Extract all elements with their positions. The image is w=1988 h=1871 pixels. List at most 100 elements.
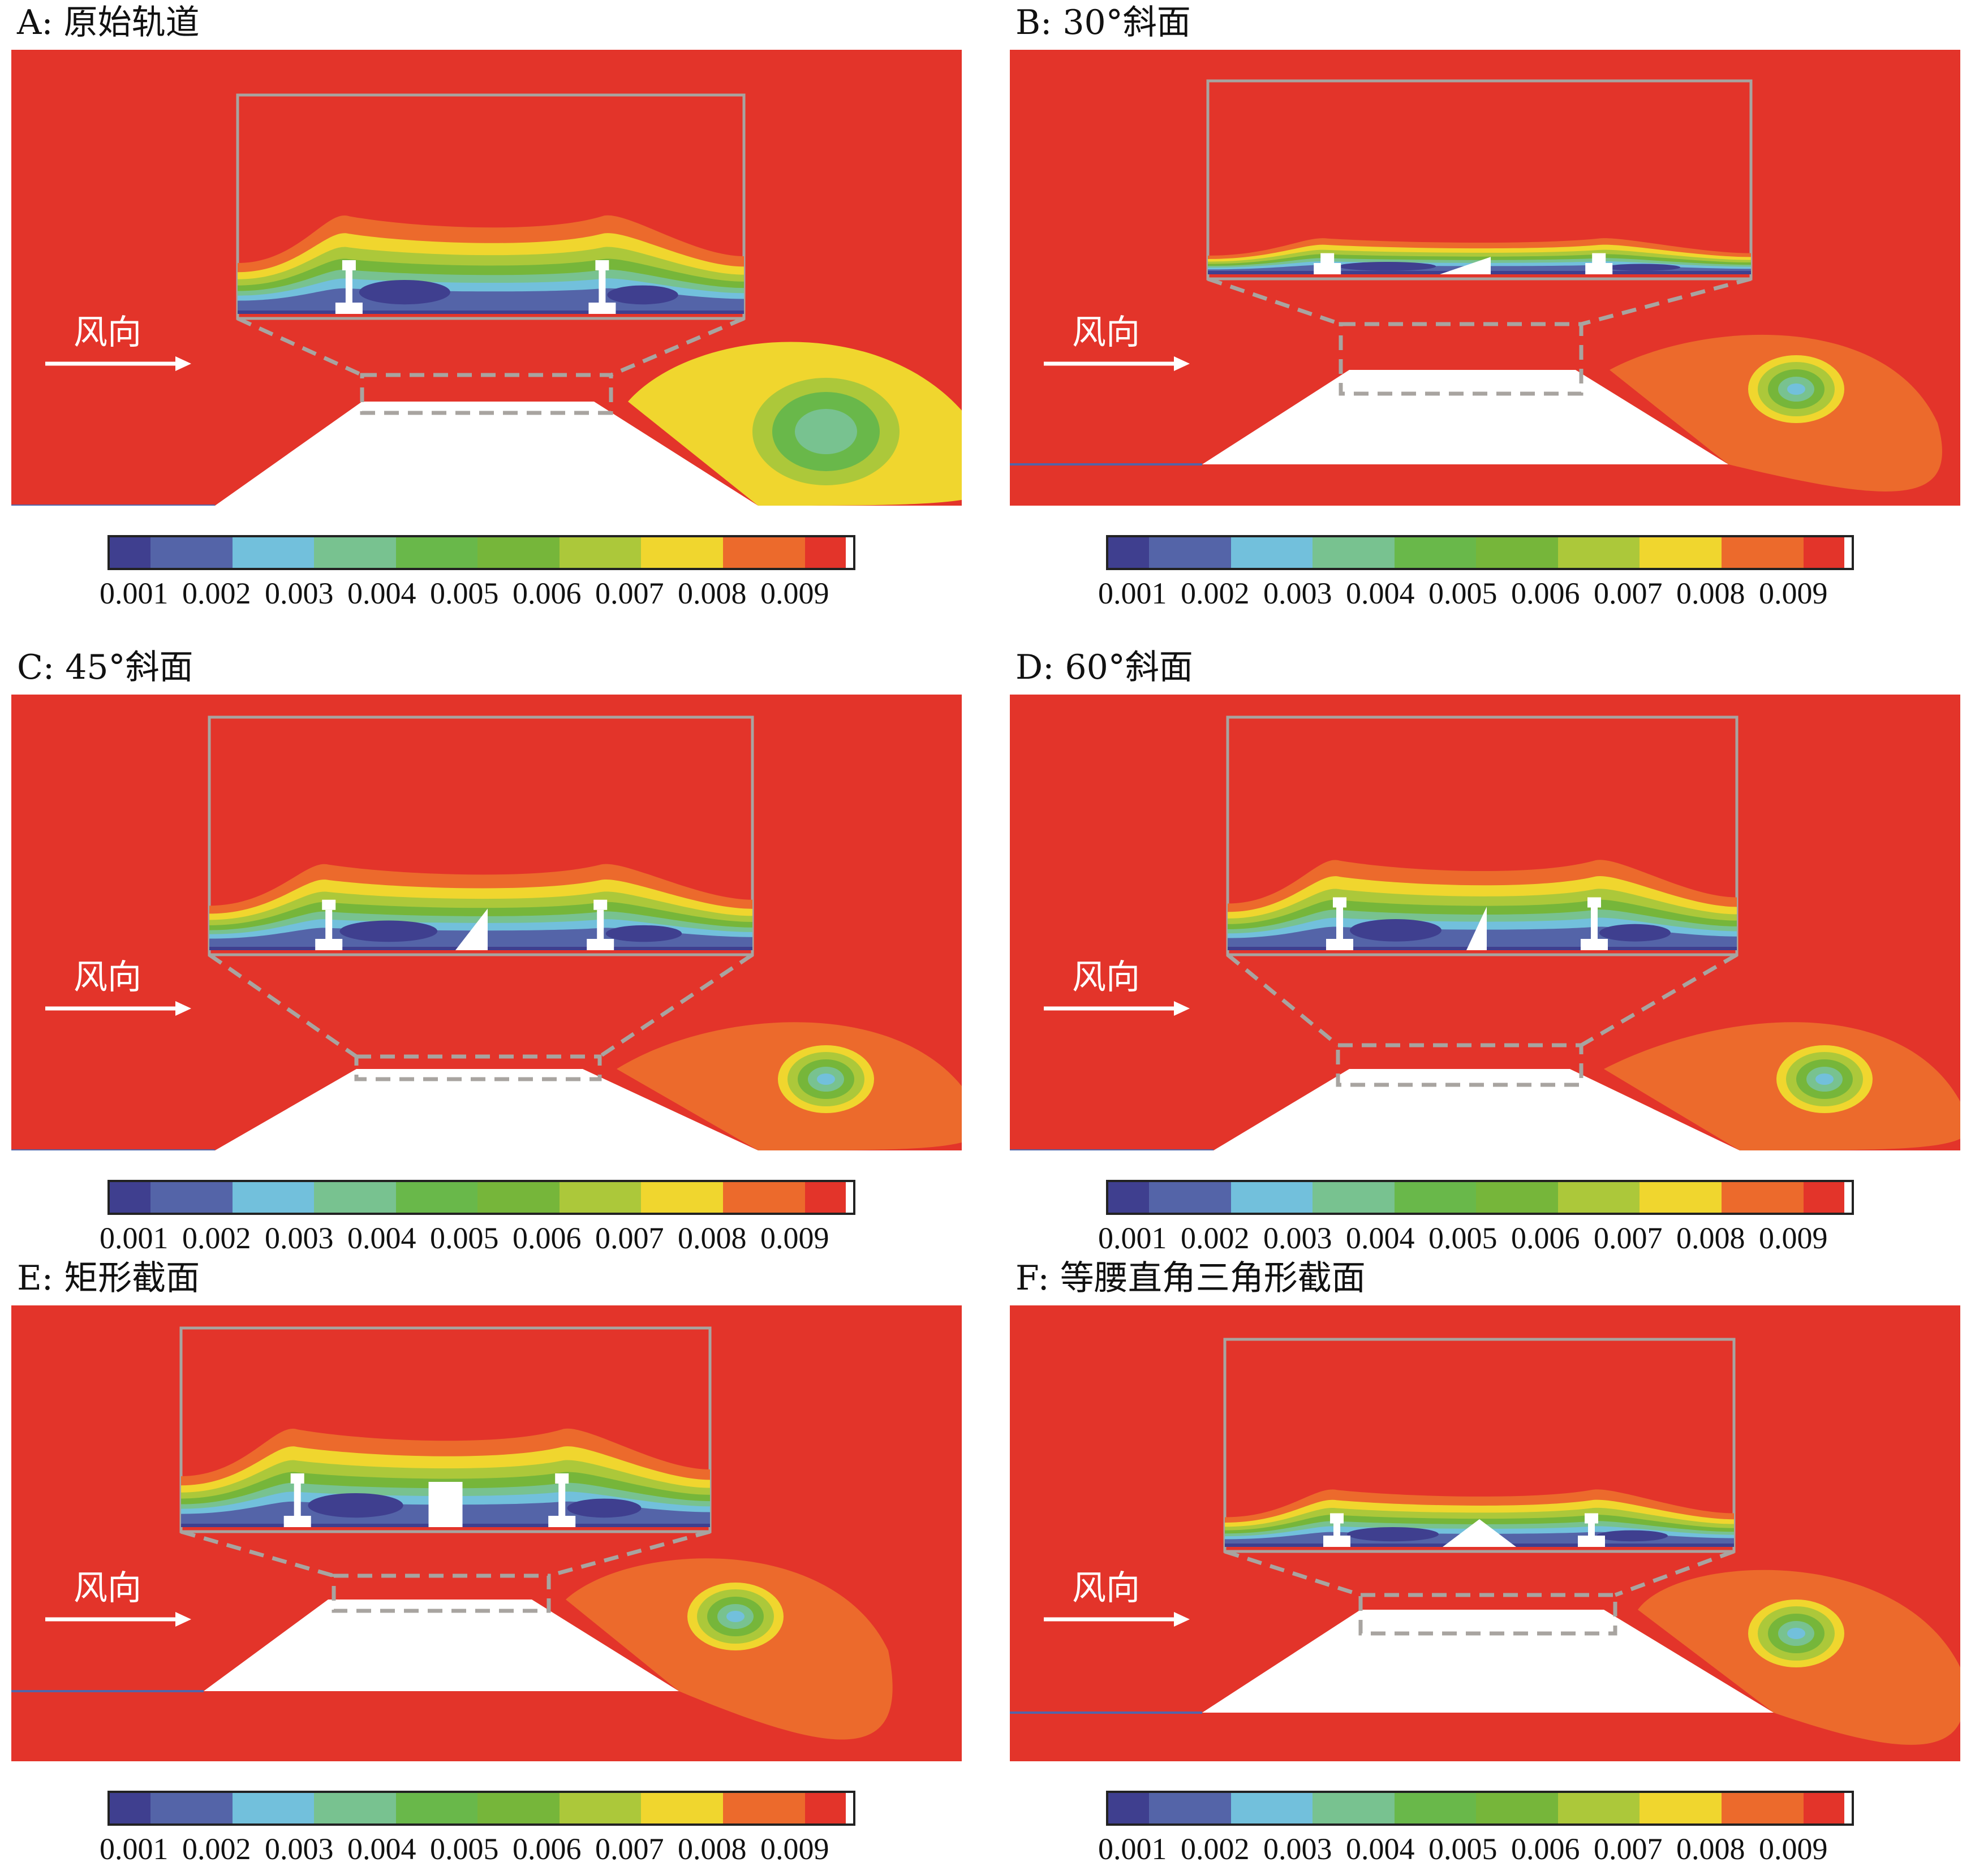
colorbar-tick-label: 0.001 xyxy=(1098,1832,1167,1866)
colorbar-tick-label: 0.001 xyxy=(100,1832,169,1866)
colorbar-segment xyxy=(1721,1793,1804,1823)
panel-title: F: 等腰直角三角形截面 xyxy=(1015,1258,1366,1298)
colorbar-tick-label: 0.004 xyxy=(1346,1832,1415,1866)
colorbar-tick-label: 0.002 xyxy=(182,576,251,610)
panel-title: B: 30°斜面 xyxy=(1015,3,1191,42)
rail-profile xyxy=(315,899,343,950)
colorbar-segment xyxy=(1149,537,1231,568)
colorbar-segment xyxy=(641,537,723,568)
colorbar-segment xyxy=(1640,1182,1722,1213)
colorbar-tick-label: 0.004 xyxy=(347,1221,416,1255)
zoom-region xyxy=(360,373,613,415)
colorbar-segment xyxy=(1557,1793,1640,1823)
colorbar-segment xyxy=(1108,537,1150,568)
colorbar-ticks: 0.001 0.002 0.003 0.004 0.005 0.006 0.007 0.008… xyxy=(1095,1221,1870,1260)
colorbar-tick-label: 0.005 xyxy=(1428,1221,1498,1255)
panel-b: B: 30°斜面 xyxy=(1010,0,1983,610)
colorbar-tick-label: 0.002 xyxy=(182,1221,251,1255)
colorbar-segment xyxy=(1476,537,1558,568)
colorbar-tick-label: 0.003 xyxy=(1263,1221,1332,1255)
colorbar-segment xyxy=(1721,537,1804,568)
wind-arrow xyxy=(1044,356,1190,371)
colorbar-segment xyxy=(1313,537,1395,568)
contour-plot-area: 风向 xyxy=(1010,50,1960,506)
colorbar-segment xyxy=(1476,1793,1558,1823)
colorbar-segment xyxy=(232,1793,315,1823)
colorbar-tick-label: 0.008 xyxy=(678,1832,747,1866)
colorbar-segment xyxy=(1394,1182,1477,1213)
colorbar-tick-label: 0.009 xyxy=(760,576,829,610)
colorbar-tick-label: 0.009 xyxy=(760,1832,829,1866)
colorbar-tick-label: 0.005 xyxy=(430,576,499,610)
colorbar-tick-label: 0.009 xyxy=(1759,576,1828,610)
embankment xyxy=(1010,370,1960,464)
colorbar-segment xyxy=(1108,1182,1150,1213)
colorbar-segment xyxy=(804,1793,846,1823)
barrier-rect xyxy=(428,1482,463,1527)
rail-profile xyxy=(588,260,616,314)
colorbar-segment xyxy=(559,1182,642,1213)
colorbar-segment xyxy=(641,1182,723,1213)
colorbar-segment xyxy=(110,537,151,568)
embankment xyxy=(11,1069,962,1150)
contour-plot-area: 风向 xyxy=(11,50,962,506)
colorbar-segment xyxy=(395,537,478,568)
colorbar-segment xyxy=(1230,1182,1313,1213)
inset-zoom xyxy=(208,715,754,956)
panel-a: A: 原始轨道 xyxy=(11,0,984,610)
contour-plot: 风向 xyxy=(1010,1305,1960,1761)
colorbar-ticks: 0.001 0.002 0.003 0.004 0.005 0.006 0.007 0.008… xyxy=(1095,1831,1870,1871)
colorbar-tick-label: 0.001 xyxy=(100,1221,169,1255)
colorbar-tick-label: 0.003 xyxy=(265,576,334,610)
colorbar-segment xyxy=(1394,537,1477,568)
colorbar-ticks: 0.001 0.002 0.003 0.004 0.005 0.006 0.007 0.008… xyxy=(1095,576,1870,615)
colorbar xyxy=(107,1180,855,1215)
panel-title: E: 矩形截面 xyxy=(17,1258,200,1298)
colorbar-tick-label: 0.003 xyxy=(265,1221,334,1255)
colorbar-tick-label: 0.006 xyxy=(1511,576,1580,610)
wind-arrow xyxy=(45,356,191,371)
colorbar-tick-label: 0.006 xyxy=(513,1221,582,1255)
colorbar-segment xyxy=(232,1182,315,1213)
rail-profile xyxy=(1326,897,1353,950)
barrier-wedge xyxy=(1440,257,1491,274)
embankment xyxy=(1010,1069,1960,1150)
colorbar-segment xyxy=(1476,1182,1558,1213)
contour-plot: 风向 xyxy=(1010,50,1960,506)
colorbar xyxy=(1106,1791,1854,1826)
colorbar-segment xyxy=(1394,1793,1477,1823)
inset-zoom xyxy=(1223,1338,1736,1553)
colorbar-tick-label: 0.009 xyxy=(1759,1832,1828,1866)
contour-plot: 风向 xyxy=(11,50,962,506)
rail-profile xyxy=(1578,1513,1605,1547)
inset-zoom xyxy=(1226,715,1739,956)
colorbar-tick-label: 0.003 xyxy=(265,1832,334,1866)
colorbar-segment xyxy=(1803,537,1844,568)
colorbar-tick-label: 0.004 xyxy=(347,576,416,610)
inset-zoom xyxy=(1206,79,1753,281)
wind-direction-label: 风向 xyxy=(74,313,141,352)
colorbar-segment xyxy=(150,1182,233,1213)
colorbar-tick-label: 0.004 xyxy=(1346,576,1415,610)
colorbar-segment xyxy=(395,1793,478,1823)
wind-arrow xyxy=(45,1001,191,1016)
barrier-wedge xyxy=(1443,1519,1516,1547)
colorbar-segment xyxy=(722,1793,805,1823)
colorbar-segment xyxy=(1803,1793,1844,1823)
colorbar-segment xyxy=(395,1182,478,1213)
colorbar-tick-label: 0.007 xyxy=(1594,1832,1663,1866)
contour-plot: 风向 xyxy=(1010,695,1960,1150)
contour-plot-area: 风向 xyxy=(11,1305,962,1761)
colorbar-tick-label: 0.008 xyxy=(678,576,747,610)
inset-zoom xyxy=(236,93,746,320)
colorbar-tick-label: 0.007 xyxy=(595,1221,664,1255)
colorbar-segment xyxy=(1721,1182,1804,1213)
colorbar-segment xyxy=(232,537,315,568)
contour-plot-area: 风向 xyxy=(1010,1305,1960,1761)
embankment xyxy=(11,1600,962,1691)
colorbar-segment xyxy=(1149,1793,1231,1823)
colorbar-segment xyxy=(314,537,396,568)
wind-arrow xyxy=(45,1612,191,1627)
colorbar-tick-label: 0.007 xyxy=(1594,1221,1663,1255)
colorbar-ticks: 0.001 0.002 0.003 0.004 0.005 0.006 0.007 0.008… xyxy=(96,1221,871,1260)
